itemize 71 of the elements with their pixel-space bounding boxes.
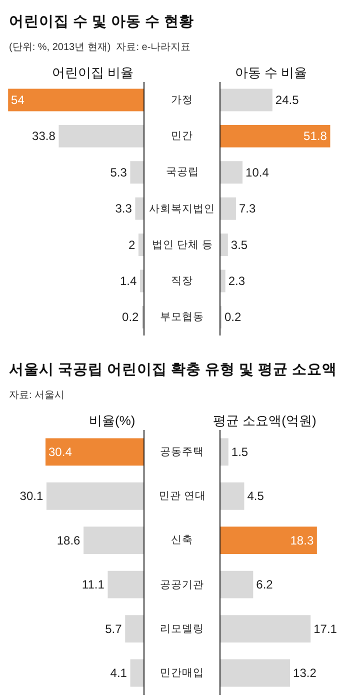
bar: [138, 234, 144, 256]
x-axis-title: 어린이집 비율: [52, 65, 134, 80]
data-label: 0.2: [224, 310, 242, 324]
y-tick-label: 공공기관: [160, 579, 204, 591]
data-label: 54: [11, 93, 25, 107]
y-tick-label: 법인 단체 등: [152, 239, 213, 251]
data-label: 51.8: [304, 129, 328, 144]
bar: [58, 124, 144, 148]
data-label: 33.8: [32, 129, 56, 144]
chart-subtitle: (단위: %, 2013년 현재) 자료: e-나라지표: [9, 42, 191, 53]
bar: [220, 197, 236, 220]
y-tick-label: 사회복지법인: [149, 203, 215, 215]
y-tick-label: 리모델링: [160, 623, 204, 635]
bar: [46, 438, 144, 466]
data-label: 30.4: [48, 444, 72, 459]
data-label: 13.2: [293, 666, 317, 680]
bar: [220, 161, 243, 184]
bar: [220, 570, 254, 598]
data-label: 5.7: [105, 622, 122, 636]
data-label: 18.3: [290, 533, 314, 548]
data-label: 4.5: [247, 489, 264, 504]
y-tick-label: 민관 연대: [159, 490, 206, 502]
data-label: 6.2: [256, 578, 274, 592]
bar: [130, 161, 144, 184]
data-label: 17.1: [314, 622, 338, 636]
data-label: 7.3: [238, 202, 256, 216]
bar: [220, 482, 244, 510]
chart-title: 어린이집 수 및 아동 수 현황: [9, 14, 194, 30]
data-label: 18.6: [56, 533, 81, 548]
data-label: 2: [128, 238, 136, 252]
data-label: 11.1: [82, 578, 105, 592]
bar: [108, 570, 144, 598]
y-tick-label: 민간매입: [160, 667, 204, 679]
data-label: 5.3: [110, 165, 128, 180]
data-label: 3.5: [230, 238, 248, 252]
bar: [220, 88, 272, 112]
bar: [46, 482, 144, 510]
data-label: 30.1: [20, 489, 44, 504]
x-axis-title: 평균 소요액(억원): [213, 413, 316, 428]
bar: [8, 88, 144, 112]
y-tick-label: 가정: [171, 94, 193, 106]
bar: [220, 124, 330, 148]
bar: [84, 526, 144, 554]
text: 서울시 국공립 어린이집 확충 유형 및 평균 소요액: [9, 362, 338, 378]
data-label: 3.3: [115, 202, 132, 216]
bar: [220, 526, 317, 554]
data-label: 2.3: [228, 274, 246, 288]
chart-subtitle: 자료: 서울시: [9, 390, 65, 401]
data-label: 24.5: [275, 93, 300, 107]
bar: [220, 615, 311, 642]
bar: [140, 270, 144, 292]
data-label: 1.4: [120, 274, 137, 288]
bar: [220, 234, 228, 256]
y-tick-label: 민간: [171, 130, 193, 142]
data-label: 0.2: [122, 310, 140, 324]
bar: [125, 615, 144, 642]
y-tick-label: 부모협동: [160, 311, 204, 323]
bar: [220, 270, 226, 292]
bar: [130, 659, 144, 687]
y-tick-label: 신축: [171, 534, 193, 546]
y-tick-label: 직장: [171, 275, 193, 287]
y-tick-label: 공동주택: [160, 446, 204, 458]
data-label: 10.4: [246, 165, 270, 180]
x-axis-title: 비율(%): [89, 413, 136, 428]
data-label: 1.5: [231, 444, 248, 459]
bar: [220, 659, 290, 687]
y-tick-label: 국공립: [166, 166, 199, 178]
data-label: 4.1: [110, 666, 128, 680]
bar: [220, 438, 228, 466]
x-axis-title: 아동 수 비율: [235, 65, 308, 80]
bar: [135, 197, 144, 220]
